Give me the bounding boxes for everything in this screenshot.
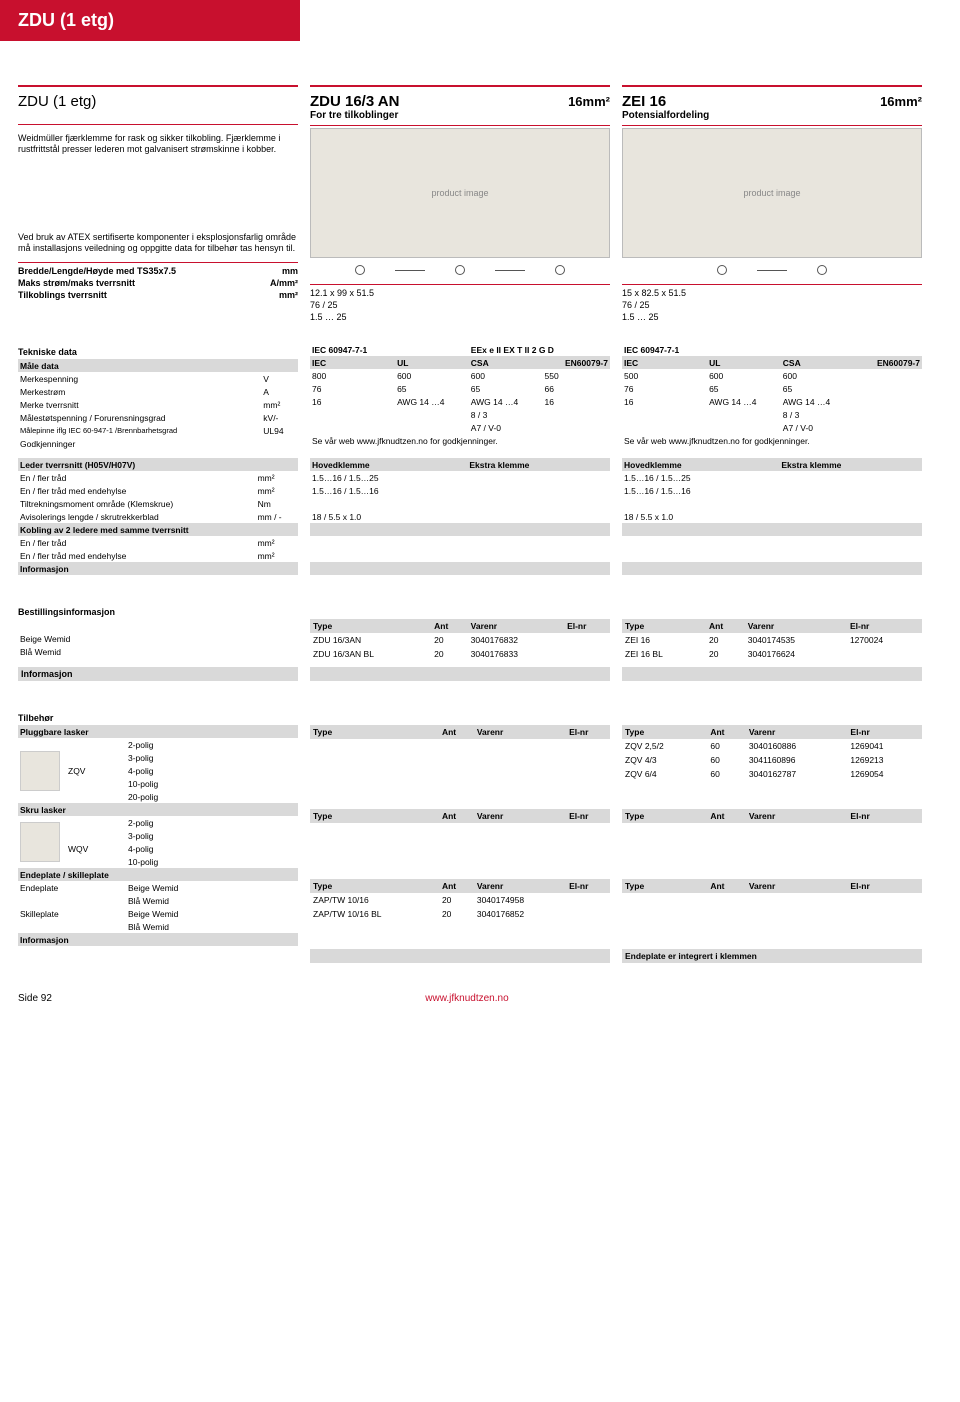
order-header: Bestillingsinformasjon bbox=[18, 603, 298, 619]
page-banner: ZDU (1 etg) bbox=[0, 0, 300, 41]
order-labels: Beige Wemid Blå Wemid bbox=[18, 619, 298, 658]
col1-specs: Bredde/Lengde/Høyde med TS35x7.5mm Maks … bbox=[18, 265, 298, 301]
col3-subtitle: Potensialfordeling bbox=[622, 110, 922, 121]
page-footer: Side 92 www.jfknudtzen.no bbox=[0, 981, 960, 1016]
acc-header: Tilbehør bbox=[18, 709, 298, 725]
col2-subtitle: For tre tilkoblinger bbox=[310, 110, 610, 121]
acc-col2: TypeAntVarenrEl-nr TypeAntVarenrEl-nr Ty… bbox=[310, 725, 610, 963]
tech-col2: IEC 60947-7-1EEx e II EX T II 2 G D IECU… bbox=[310, 343, 610, 447]
col1-desc1: Weidmüller fjærklemme for rask og sikker… bbox=[18, 133, 298, 156]
tech-header: Tekniske data bbox=[18, 343, 298, 359]
tech-labels: Måle data MerkespenningV MerkestrømA Mer… bbox=[18, 359, 298, 450]
col2-title: ZDU 16/3 AN bbox=[310, 93, 399, 110]
order-col3: TypeAntVarenrEl-nr ZEI 16203040174535127… bbox=[622, 619, 922, 661]
leder-labels: Leder tverrsnitt (H05V/H07V) En / fler t… bbox=[18, 458, 298, 575]
order-col2: TypeAntVarenrEl-nr ZDU 16/3AN20304017683… bbox=[310, 619, 610, 661]
col1-desc2: Ved bruk av ATEX sertifiserte komponente… bbox=[18, 232, 298, 255]
leder-col3: HovedklemmeEkstra klemme 1.5…16 / 1.5…25… bbox=[622, 458, 922, 575]
col3-size: 16mm² bbox=[880, 94, 922, 109]
acc-col3: TypeAntVarenrEl-nr ZQV 2,5/2603040160886… bbox=[622, 725, 922, 963]
leder-col2: HovedklemmeEkstra klemme 1.5…16 / 1.5…25… bbox=[310, 458, 610, 575]
product-image-zei: product image bbox=[622, 128, 922, 258]
wqv-image bbox=[20, 822, 60, 862]
symbol-zei bbox=[622, 258, 922, 282]
acc-plug-labels: Pluggbare lasker 2-polig 3-polig ZQV4-po… bbox=[18, 725, 298, 946]
zqv-image bbox=[20, 751, 60, 791]
page-number: Side 92 bbox=[18, 993, 52, 1004]
col3-title: ZEI 16 bbox=[622, 93, 666, 110]
col2-size: 16mm² bbox=[568, 94, 610, 109]
symbol-zdu bbox=[310, 258, 610, 282]
col1-title: ZDU (1 etg) bbox=[18, 93, 298, 110]
tech-col3: IEC 60947-7-1 IECULCSAEN60079-7 50060060… bbox=[622, 343, 922, 447]
product-image-zdu: product image bbox=[310, 128, 610, 258]
footer-url: www.jfknudtzen.no bbox=[425, 993, 508, 1004]
order-info: Informasjon bbox=[18, 667, 298, 681]
